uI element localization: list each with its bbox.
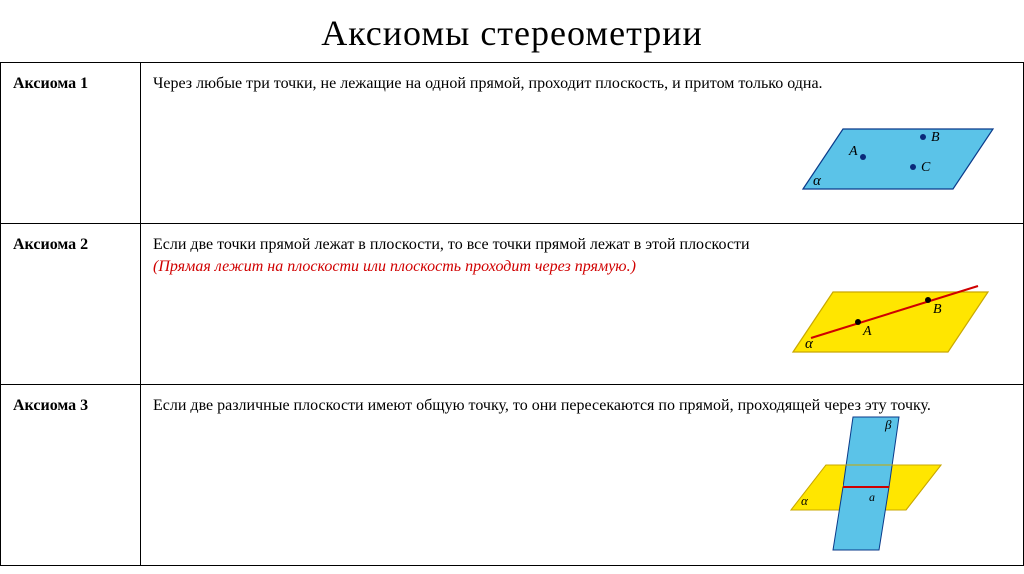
axiom-label: Аксиома 1 [1,63,141,224]
axiom-cell: Если две различные плоскости имеют общую… [141,385,1024,566]
svg-text:B: B [933,302,942,317]
axiom-text: Через любые три точки, не лежащие на одн… [153,75,823,92]
axiom-cell: Если две точки прямой лежат в плоскости,… [141,224,1024,385]
plane-line-diagram: A B α [763,280,1003,370]
intersecting-planes-diagram: α β a [781,405,951,555]
axiom-text: Если две точки прямой лежат в плоскости,… [153,236,750,253]
table-row: Аксиома 1 Через любые три точки, не лежа… [1,63,1024,224]
svg-text:a: a [869,490,875,504]
axioms-table: Аксиома 1 Через любые три точки, не лежа… [0,62,1024,566]
axiom-label: Аксиома 3 [1,385,141,566]
table-row: Аксиома 3 Если две различные плоскости и… [1,385,1024,566]
svg-text:α: α [801,493,809,508]
axiom-note: (Прямая лежит на плоскости или плоскость… [153,258,636,275]
axiom-cell: Через любые три точки, не лежащие на одн… [141,63,1024,224]
svg-text:B: B [931,130,940,145]
axiom-label: Аксиома 2 [1,224,141,385]
table-row: Аксиома 2 Если две точки прямой лежат в … [1,224,1024,385]
svg-text:α: α [813,173,822,189]
svg-text:α: α [805,336,814,352]
svg-text:A: A [848,144,858,159]
plane-3points-diagram: α A B C [773,119,1003,209]
page-title: Аксиомы стереометрии [0,0,1024,62]
svg-text:A: A [862,324,872,339]
svg-text:β: β [884,417,892,432]
svg-text:C: C [921,160,931,175]
